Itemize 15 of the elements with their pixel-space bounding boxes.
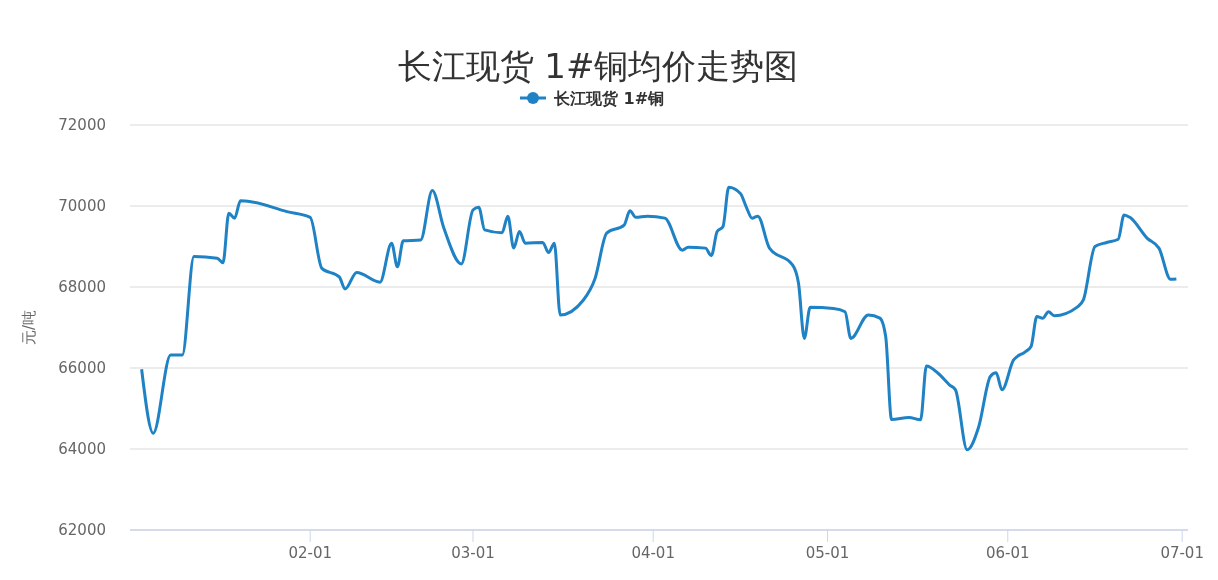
legend-label: 长江现货 1#铜 [553, 89, 665, 108]
chart-title: 长江现货 1#铜均价走势图 [397, 46, 799, 86]
x-tick-label: 04-01 [631, 544, 675, 562]
x-tick-label: 02-01 [288, 544, 333, 562]
y-tick-label: 72000 [58, 116, 106, 134]
x-tick-label: 06-01 [985, 544, 1030, 562]
y-tick-label: 64000 [58, 440, 106, 458]
x-tick-label: 03-01 [451, 544, 495, 562]
x-tick-label: 07-01 [1160, 544, 1204, 562]
y-tick-label: 70000 [58, 197, 106, 215]
y-tick-label: 68000 [58, 278, 106, 296]
y-tick-label: 66000 [58, 359, 106, 377]
y-axis-title: 元/吨 [20, 309, 38, 346]
y-tick-label: 62000 [58, 521, 106, 539]
x-tick-label: 05-01 [805, 544, 850, 562]
